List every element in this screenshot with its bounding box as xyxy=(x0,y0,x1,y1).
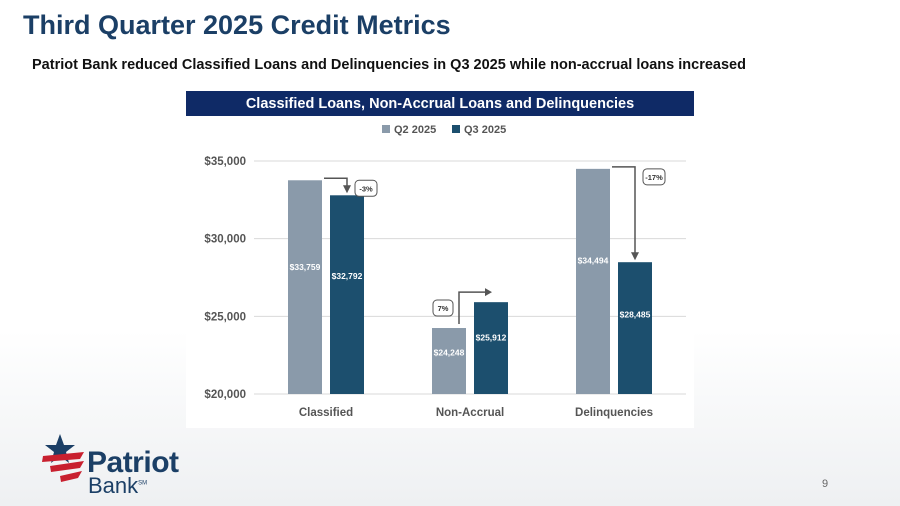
change-box xyxy=(432,299,454,317)
legend-label: Q2 2025 xyxy=(394,124,436,136)
legend-label: Q3 2025 xyxy=(464,124,506,136)
change-box xyxy=(642,168,666,186)
logo-stripe-2 xyxy=(50,461,84,472)
bar xyxy=(474,302,508,394)
y-tick-label: $30,000 xyxy=(204,234,246,246)
data-label: $32,792 xyxy=(332,271,363,281)
chart-panel: $20,000 $25,000 $30,000 $35,000 Q2 2025 Q3 20… xyxy=(186,116,694,428)
brand-name-primary: Patriot xyxy=(87,446,179,479)
data-label: $34,494 xyxy=(578,255,609,265)
change-label: -17% xyxy=(645,173,663,182)
chart-header: Classified Loans, Non-Accrual Loans and … xyxy=(186,91,694,116)
data-label: $33,759 xyxy=(290,262,321,272)
legend-swatch xyxy=(382,125,390,133)
y-tick-label: $20,000 xyxy=(204,389,246,401)
bar xyxy=(330,195,364,394)
change-label: 7% xyxy=(438,304,449,313)
change-arrow xyxy=(458,291,486,325)
logo-star-icon xyxy=(45,434,75,463)
change-arrow xyxy=(324,177,348,187)
y-tick-label: $35,000 xyxy=(204,156,246,168)
x-tick-label: Non-Accrual xyxy=(436,407,504,419)
brand-trademark: SM xyxy=(138,480,148,487)
page-number: 9 xyxy=(822,478,829,490)
bar xyxy=(432,328,466,394)
logo-stripe-1 xyxy=(42,452,84,462)
change-arrow-head xyxy=(343,185,351,194)
bar xyxy=(618,262,652,394)
x-tick-label: Delinquencies xyxy=(575,407,653,419)
patriot-bank-logo xyxy=(42,434,84,482)
brand-bank-text: Bank xyxy=(88,473,139,498)
change-box xyxy=(354,179,378,197)
brand-name-secondary: BankSM xyxy=(88,473,147,499)
data-label: $28,485 xyxy=(620,310,651,320)
bar-chart: $20,000 $25,000 $30,000 $35,000 Q2 2025 Q3 20… xyxy=(204,124,686,419)
change-arrow-head xyxy=(485,288,492,297)
bar xyxy=(576,168,610,394)
slide-subtitle: Patriot Bank reduced Classified Loans an… xyxy=(32,57,746,73)
logo-stripe-3 xyxy=(60,471,82,482)
y-tick-label: $25,000 xyxy=(204,311,246,323)
data-label: $24,248 xyxy=(434,348,465,358)
slide-title: Third Quarter 2025 Credit Metrics xyxy=(23,10,451,40)
change-label: -3% xyxy=(359,184,373,193)
change-arrow xyxy=(612,166,636,254)
x-tick-label: Classified xyxy=(299,407,353,419)
bar xyxy=(288,180,322,394)
data-label: $25,912 xyxy=(476,333,507,343)
change-arrow-head xyxy=(631,252,639,261)
legend-swatch xyxy=(452,125,460,133)
